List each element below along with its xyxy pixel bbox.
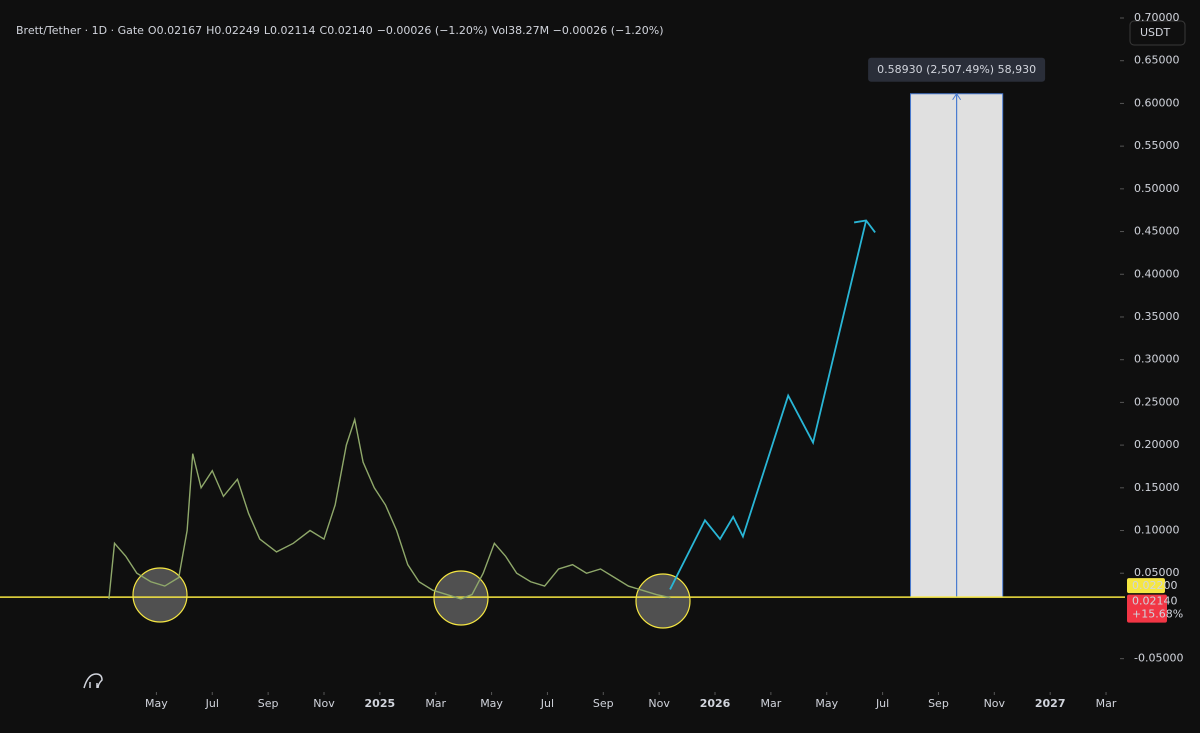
x-tick-label: Jul — [205, 697, 219, 710]
support-price-bg — [1127, 578, 1165, 594]
y-tick-label: 0.25000 — [1134, 395, 1180, 408]
y-tick-label: 0.20000 — [1134, 438, 1180, 451]
x-tick-label: May — [815, 697, 838, 710]
last-price-bg — [1127, 594, 1167, 623]
x-tick-label: Nov — [984, 697, 1006, 710]
highlight-circle — [433, 570, 489, 626]
y-tick-label: 0.45000 — [1134, 225, 1180, 238]
x-tick-label: Sep — [258, 697, 279, 710]
y-tick-label: 0.65000 — [1134, 54, 1180, 67]
header-text: C — [320, 24, 328, 37]
header-text: 0.02167 — [157, 24, 203, 37]
x-tick-label: 2025 — [365, 697, 396, 710]
header-text: Brett/Tether · 1D · Gate — [16, 24, 144, 37]
header-text: 0.02249 — [214, 24, 260, 37]
x-tick-label: Nov — [648, 697, 670, 710]
y-tick-label: 0.15000 — [1134, 481, 1180, 494]
series-line — [669, 220, 867, 590]
header-text: Vol — [492, 24, 508, 37]
y-tick-label: 0.35000 — [1134, 310, 1180, 323]
x-tick-label: Mar — [1096, 697, 1117, 710]
x-tick-label: Nov — [313, 697, 335, 710]
y-tick-label: 0.10000 — [1134, 524, 1180, 537]
last-price-change: +15.68% — [1132, 608, 1183, 621]
x-tick-label: Sep — [593, 697, 614, 710]
header-text: H — [206, 24, 214, 37]
x-tick-label: Mar — [760, 697, 781, 710]
header-text: 38.27M −0.00026 (−1.20%) — [508, 24, 663, 37]
x-tick-label: 2027 — [1035, 697, 1066, 710]
y-tick-label: 0.40000 — [1134, 267, 1180, 280]
x-tick-label: May — [480, 697, 503, 710]
y-tick-label: 0.30000 — [1134, 353, 1180, 366]
x-tick-label: May — [145, 697, 168, 710]
x-tick-label: 2026 — [700, 697, 731, 710]
y-tick-label: -0.05000 — [1134, 652, 1183, 665]
projection-arrow-head — [853, 219, 876, 233]
x-tick-label: Sep — [928, 697, 949, 710]
currency[interactable]: USDT — [1140, 26, 1171, 39]
highlight-circles — [132, 567, 691, 629]
x-tick-label: Jul — [540, 697, 554, 710]
last-price-label: 0.02140 — [1132, 595, 1178, 608]
measure-label-bg — [868, 57, 1046, 82]
header-text: O — [148, 24, 157, 37]
y-tick-label: 0.55000 — [1134, 139, 1180, 152]
header-text: L — [264, 24, 271, 37]
logo — [83, 673, 103, 689]
header-text: 0.02140 — [327, 24, 373, 37]
y-tick-label: 0.60000 — [1134, 96, 1180, 109]
header-text: 0.02114 — [270, 24, 316, 37]
y-tick-label: 0.70000 — [1134, 11, 1180, 24]
header: Brett/Tether · 1D · Gate O 0.02167 H 0.02249… — [16, 24, 664, 37]
x-tick-label: Jul — [875, 697, 889, 710]
highlight-circle — [635, 573, 691, 629]
measure-arrow-head — [952, 92, 962, 101]
support-price-label: 0.02200 — [1132, 579, 1178, 592]
measure-label: 0.58930 (2,507.49%) 58,930 — [877, 63, 1036, 76]
price-axis-bg — [1125, 0, 1200, 733]
x-tick-label: Mar — [425, 697, 446, 710]
currency-button[interactable] — [1129, 20, 1186, 46]
series-line — [108, 416, 671, 600]
y-tick-label: 0.50000 — [1134, 182, 1180, 195]
header-text: −0.00026 (−1.20%) — [377, 24, 488, 37]
y-tick-label: 0.05000 — [1134, 566, 1180, 579]
